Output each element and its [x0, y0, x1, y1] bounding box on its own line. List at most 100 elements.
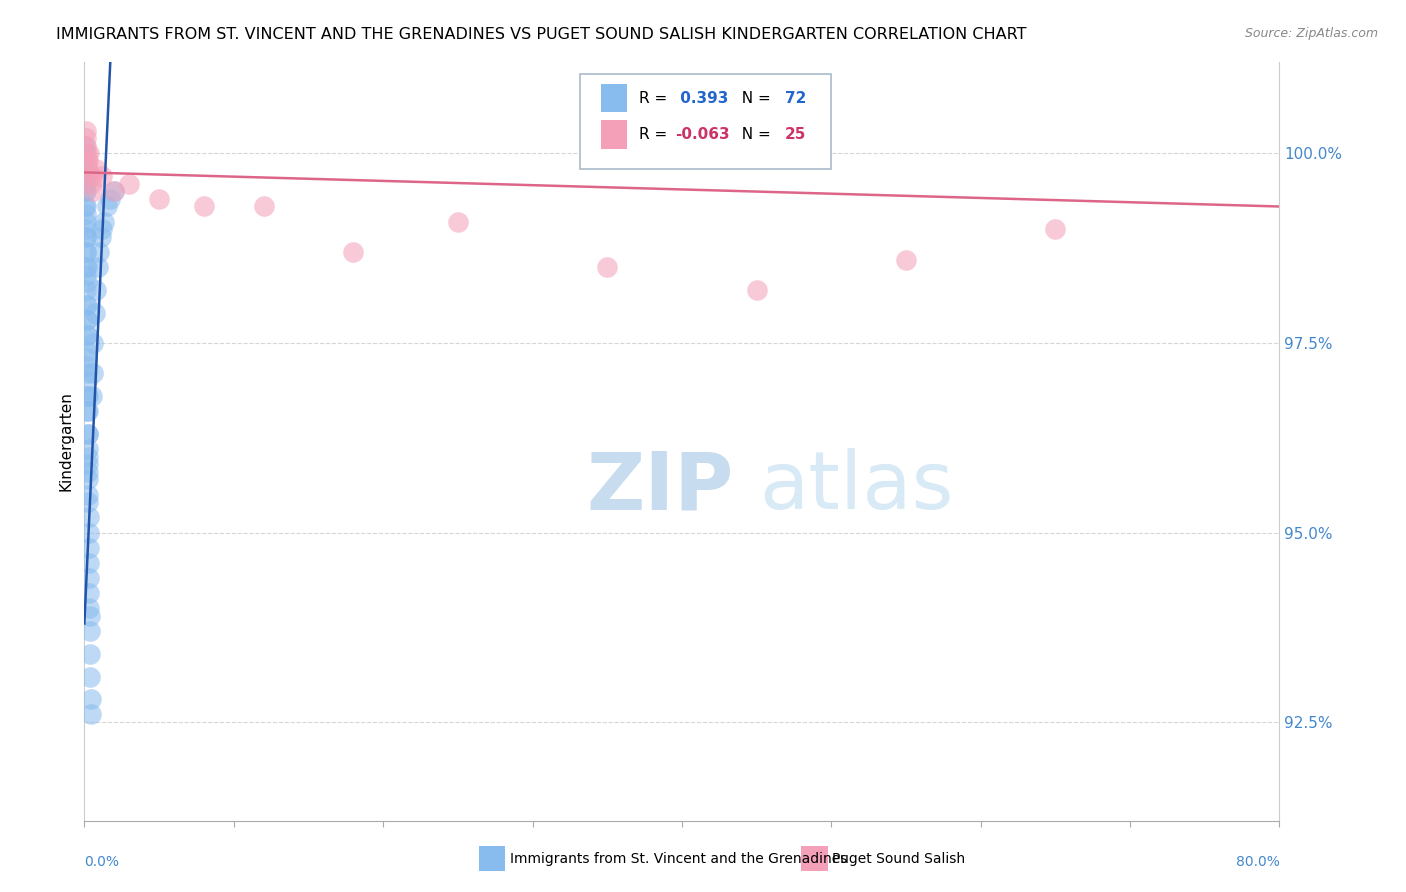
- Point: [193, 200, 215, 214]
- FancyBboxPatch shape: [479, 847, 505, 871]
- Point: [76, 154, 98, 169]
- Point: [76, 146, 98, 161]
- FancyBboxPatch shape: [600, 120, 627, 149]
- Point: [77, 146, 100, 161]
- Point: [75, 200, 97, 214]
- Point: [76, 260, 98, 275]
- Point: [103, 185, 125, 199]
- Point: [75, 161, 97, 176]
- Text: 0.0%: 0.0%: [84, 855, 120, 869]
- Text: R =: R =: [638, 91, 672, 105]
- Point: [745, 283, 768, 297]
- Point: [75, 268, 97, 282]
- Point: [79, 624, 101, 639]
- Point: [77, 465, 100, 479]
- Point: [148, 192, 170, 206]
- Point: [80, 389, 103, 403]
- Point: [75, 245, 97, 260]
- Point: [79, 647, 101, 661]
- Point: [80, 707, 103, 722]
- Point: [82, 367, 104, 381]
- Point: [75, 283, 97, 297]
- Point: [76, 343, 98, 358]
- Point: [75, 200, 97, 214]
- Text: Source: ZipAtlas.com: Source: ZipAtlas.com: [1244, 27, 1378, 40]
- Point: [894, 252, 917, 267]
- Point: [75, 222, 97, 236]
- Point: [77, 473, 100, 487]
- Point: [76, 298, 98, 312]
- Point: [76, 359, 98, 373]
- Point: [447, 215, 470, 229]
- Point: [75, 230, 97, 244]
- Point: [86, 161, 108, 176]
- Text: N =: N =: [733, 127, 776, 142]
- Point: [79, 586, 101, 600]
- Point: [76, 328, 98, 343]
- Point: [76, 313, 98, 327]
- Point: [75, 185, 97, 199]
- Point: [82, 336, 104, 351]
- Text: R =: R =: [638, 127, 672, 142]
- Point: [75, 161, 97, 176]
- FancyBboxPatch shape: [600, 84, 627, 112]
- Point: [75, 131, 97, 145]
- Point: [75, 207, 97, 221]
- Point: [91, 169, 114, 184]
- Point: [75, 139, 97, 153]
- Point: [82, 185, 104, 199]
- Point: [75, 185, 97, 199]
- Point: [76, 161, 98, 176]
- Point: [77, 427, 100, 442]
- Point: [75, 215, 97, 229]
- Point: [77, 495, 100, 509]
- Point: [79, 169, 101, 184]
- Point: [76, 276, 98, 290]
- Point: [77, 450, 100, 464]
- Point: [79, 692, 101, 706]
- Point: [75, 245, 97, 260]
- Point: [83, 306, 105, 320]
- Point: [77, 556, 100, 570]
- Point: [76, 404, 98, 418]
- Point: [75, 230, 97, 244]
- Point: [86, 283, 108, 297]
- Point: [79, 609, 101, 624]
- Point: [77, 154, 100, 169]
- Text: -0.063: -0.063: [675, 127, 730, 142]
- Text: 80.0%: 80.0%: [1236, 855, 1279, 869]
- Text: 0.393: 0.393: [675, 91, 728, 105]
- Point: [77, 458, 100, 472]
- Point: [77, 510, 100, 524]
- Point: [75, 177, 97, 191]
- Point: [76, 351, 98, 366]
- FancyBboxPatch shape: [801, 847, 828, 871]
- Point: [91, 222, 114, 236]
- Point: [76, 389, 98, 403]
- Point: [76, 367, 98, 381]
- Point: [76, 404, 98, 418]
- Point: [342, 245, 364, 260]
- Text: Puget Sound Salish: Puget Sound Salish: [832, 852, 966, 865]
- Point: [76, 374, 98, 388]
- Text: Immigrants from St. Vincent and the Grenadines: Immigrants from St. Vincent and the Gren…: [510, 852, 848, 865]
- Point: [75, 139, 97, 153]
- Text: atlas: atlas: [759, 448, 953, 526]
- Point: [75, 124, 97, 138]
- Point: [89, 245, 111, 260]
- Point: [77, 525, 100, 540]
- Point: [93, 215, 115, 229]
- Point: [80, 169, 103, 184]
- Point: [87, 260, 110, 275]
- Text: 25: 25: [785, 127, 806, 142]
- Point: [1045, 222, 1067, 236]
- Point: [98, 192, 121, 206]
- Point: [77, 541, 100, 555]
- Text: IMMIGRANTS FROM ST. VINCENT AND THE GRENADINES VS PUGET SOUND SALISH KINDERGARTE: IMMIGRANTS FROM ST. VINCENT AND THE GREN…: [56, 27, 1026, 42]
- Point: [253, 200, 276, 214]
- Text: ZIP: ZIP: [586, 448, 734, 526]
- FancyBboxPatch shape: [581, 74, 831, 169]
- Point: [76, 389, 98, 403]
- Y-axis label: Kindergarten: Kindergarten: [58, 392, 73, 491]
- Point: [77, 571, 100, 585]
